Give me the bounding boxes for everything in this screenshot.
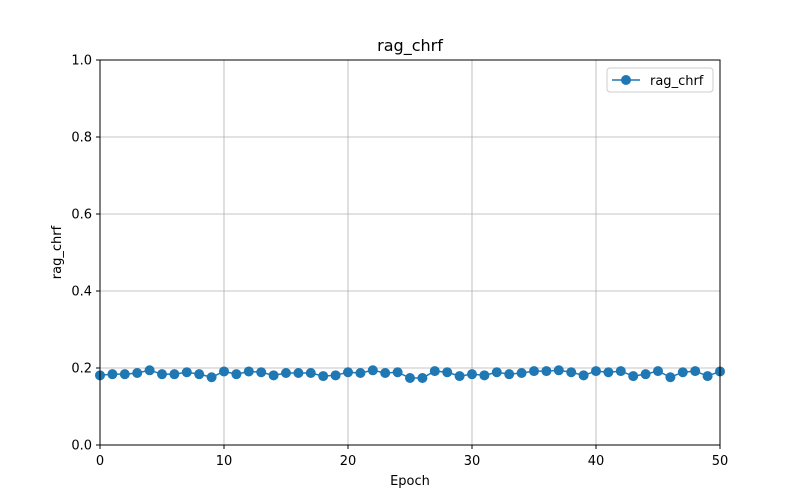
y-tick-label: 1.0: [71, 54, 92, 69]
data-point: [181, 367, 192, 378]
plot-area-frame: [99, 59, 721, 446]
data-point: [330, 370, 341, 381]
data-point: [442, 367, 453, 378]
data-point: [566, 367, 577, 378]
x-axis-label: Epoch: [390, 474, 430, 489]
y-tick-label: 0.4: [71, 285, 92, 300]
data-point: [640, 369, 651, 380]
data-point: [615, 366, 626, 377]
data-point: [479, 370, 490, 381]
x-tick-label: 0: [96, 454, 104, 469]
data-point: [491, 367, 502, 378]
data-point: [392, 367, 403, 378]
data-point: [318, 371, 329, 382]
data-point: [305, 368, 316, 379]
y-tick-label: 0.2: [71, 362, 92, 377]
data-point: [653, 366, 663, 377]
data-point: [578, 370, 589, 381]
y-tick-label: 0.6: [71, 208, 92, 223]
data-point: [454, 371, 465, 382]
data-point: [119, 369, 130, 380]
data-point: [256, 367, 267, 378]
axis-ticks: 0 10 20 30 40 50 0.0 0.2 0.4 0.6 0.8 1.0: [71, 54, 728, 470]
data-point: [281, 368, 291, 379]
data-point: [343, 367, 353, 378]
data-point: [529, 366, 539, 377]
legend-marker-sample: [621, 75, 631, 85]
data-point: [293, 368, 304, 379]
data-point: [665, 372, 676, 383]
legend: rag_chrf: [606, 67, 714, 93]
chart-title: rag_chrf: [377, 36, 443, 56]
x-tick-label: 40: [588, 454, 605, 469]
y-axis-label: rag_chrf: [50, 225, 65, 279]
data-point: [355, 368, 366, 379]
grid: [99, 59, 721, 446]
data-point: [702, 371, 713, 382]
data-point: [144, 365, 155, 376]
data-point: [132, 368, 143, 379]
data-point: [628, 371, 639, 382]
data-point: [206, 372, 217, 383]
x-tick-label: 30: [464, 454, 481, 469]
data-point: [367, 365, 378, 376]
data-point: [591, 366, 601, 377]
y-tick-label: 0.8: [71, 131, 92, 146]
data-point: [107, 369, 118, 380]
data-point: [677, 367, 688, 378]
data-point: [231, 369, 242, 380]
data-point: [553, 365, 564, 376]
data-point: [504, 369, 515, 380]
data-point: [194, 369, 205, 380]
y-tick-label: 0.0: [71, 439, 92, 454]
data-point: [157, 369, 167, 380]
x-tick-label: 50: [712, 454, 729, 469]
legend-box: [606, 67, 714, 93]
data-point: [243, 366, 254, 377]
data-point: [380, 368, 391, 379]
data-point: [690, 366, 701, 377]
data-point: [417, 373, 428, 384]
data-point: [429, 366, 440, 377]
data-point: [541, 366, 552, 377]
data-point: [405, 373, 415, 384]
data-point: [219, 366, 229, 377]
legend-entry-label: rag_chrf: [650, 74, 704, 89]
data-point: [169, 369, 180, 380]
x-tick-label: 20: [340, 454, 357, 469]
data-point: [467, 369, 477, 380]
data-point: [268, 370, 279, 381]
data-point: [603, 367, 614, 378]
series-layer: [95, 365, 725, 384]
x-tick-label: 10: [216, 454, 233, 469]
data-point: [516, 368, 527, 379]
